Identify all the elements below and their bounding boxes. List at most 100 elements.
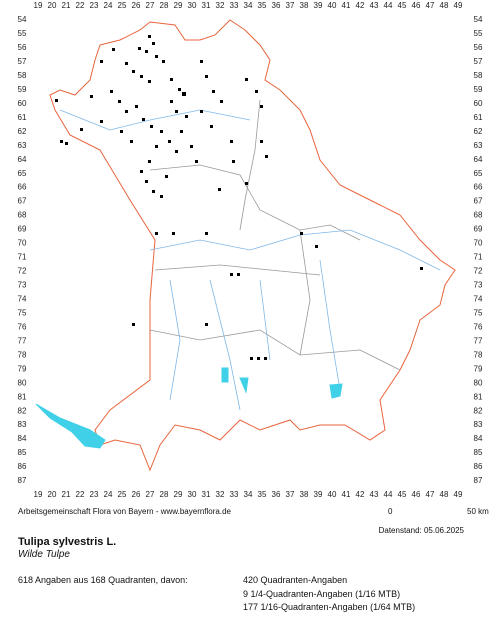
row-label: 70 bbox=[474, 239, 483, 248]
row-label: 81 bbox=[474, 392, 483, 401]
row-label: 84 bbox=[18, 434, 27, 443]
date: Datenstand: 05.06.2025 bbox=[378, 526, 464, 535]
rivers bbox=[59, 109, 441, 411]
row-label: 58 bbox=[18, 71, 27, 80]
row-label: 76 bbox=[18, 322, 27, 331]
column-label: 42 bbox=[356, 1, 365, 10]
row-label: 57 bbox=[474, 57, 483, 66]
map: 19 19 20 20 21 21 22 22 23 23 24 24 25 25 26 26 27 27 28 28… bbox=[18, 1, 483, 515]
row-label: 77 bbox=[18, 336, 27, 345]
row-label: 71 bbox=[18, 253, 27, 262]
row-label: 81 bbox=[18, 392, 27, 401]
column-label: 32 bbox=[216, 1, 225, 10]
column-label: 47 bbox=[426, 1, 435, 10]
district-borders bbox=[149, 99, 401, 371]
common-name: Wilde Tulpe bbox=[18, 549, 70, 560]
row-label: 71 bbox=[474, 253, 483, 262]
column-label: 31 bbox=[202, 1, 211, 10]
column-label: 22 bbox=[76, 490, 85, 499]
column-label: 20 bbox=[48, 1, 57, 10]
row-label: 85 bbox=[18, 448, 27, 457]
row-label: 74 bbox=[18, 295, 27, 304]
column-label: 33 bbox=[230, 1, 239, 10]
summary-line: 177 1/16-Quadranten-Angaben (1/64 MTB) bbox=[243, 602, 416, 612]
row-label: 61 bbox=[474, 113, 483, 122]
credit: Arbeitsgemeinschaft Flora von Bayern - w… bbox=[18, 507, 231, 516]
row-label: 56 bbox=[18, 43, 27, 52]
column-label: 37 bbox=[286, 490, 295, 499]
row-label: 82 bbox=[18, 406, 27, 415]
column-label: 29 bbox=[174, 490, 183, 499]
row-label: 60 bbox=[474, 99, 483, 108]
row-label: 72 bbox=[474, 267, 483, 276]
column-label: 41 bbox=[342, 1, 351, 10]
row-label: 59 bbox=[18, 85, 27, 94]
column-label: 25 bbox=[118, 1, 127, 10]
row-label: 56 bbox=[474, 43, 483, 52]
row-label: 59 bbox=[474, 85, 483, 94]
column-label: 27 bbox=[146, 1, 155, 10]
row-label: 75 bbox=[18, 308, 27, 317]
column-label: 20 bbox=[48, 490, 57, 499]
row-label: 66 bbox=[18, 183, 27, 192]
row-label: 55 bbox=[474, 29, 483, 38]
column-label: 26 bbox=[132, 490, 141, 499]
column-label: 39 bbox=[314, 1, 323, 10]
row-label: 68 bbox=[474, 211, 483, 220]
row-label: 80 bbox=[18, 378, 27, 387]
column-label: 40 bbox=[328, 490, 337, 499]
row-label: 65 bbox=[18, 169, 27, 178]
column-label: 34 bbox=[244, 1, 253, 10]
column-label: 35 bbox=[258, 490, 267, 499]
column-label: 31 bbox=[202, 490, 211, 499]
column-label: 44 bbox=[384, 1, 393, 10]
column-label: 46 bbox=[412, 490, 421, 499]
column-label: 23 bbox=[90, 1, 99, 10]
column-label: 35 bbox=[258, 1, 267, 10]
row-label: 78 bbox=[474, 350, 483, 359]
row-label: 86 bbox=[18, 462, 27, 471]
row-label: 58 bbox=[474, 71, 483, 80]
column-label: 29 bbox=[174, 1, 183, 10]
row-label: 65 bbox=[474, 169, 483, 178]
column-label: 28 bbox=[160, 490, 169, 499]
row-label: 69 bbox=[18, 225, 27, 234]
row-label: 62 bbox=[474, 127, 483, 136]
row-label: 72 bbox=[18, 267, 27, 276]
row-label: 82 bbox=[474, 406, 483, 415]
row-label: 60 bbox=[18, 99, 27, 108]
row-label: 66 bbox=[474, 183, 483, 192]
row-label: 87 bbox=[474, 476, 483, 485]
column-label: 21 bbox=[62, 1, 71, 10]
row-label: 79 bbox=[474, 364, 483, 373]
column-label: 46 bbox=[412, 1, 421, 10]
summary-line: 9 1/4-Quadranten-Angaben (1/16 MTB) bbox=[243, 589, 401, 599]
column-label: 23 bbox=[90, 490, 99, 499]
column-label: 30 bbox=[188, 490, 197, 499]
column-label: 19 bbox=[34, 490, 43, 499]
column-label: 24 bbox=[104, 490, 113, 499]
state-border bbox=[49, 19, 456, 472]
column-label: 41 bbox=[342, 490, 351, 499]
occurrence-dots bbox=[55, 35, 423, 360]
row-label: 54 bbox=[18, 15, 27, 24]
column-label: 38 bbox=[300, 1, 309, 10]
row-label: 54 bbox=[474, 15, 483, 24]
row-label: 76 bbox=[474, 322, 483, 331]
column-label: 40 bbox=[328, 1, 337, 10]
row-label: 79 bbox=[18, 364, 27, 373]
column-label: 32 bbox=[216, 490, 225, 499]
row-label: 64 bbox=[18, 155, 27, 164]
column-label: 45 bbox=[398, 490, 407, 499]
column-label: 43 bbox=[370, 1, 379, 10]
row-label: 86 bbox=[474, 462, 483, 471]
row-label: 70 bbox=[18, 239, 27, 248]
row-label: 63 bbox=[474, 141, 483, 150]
column-label: 30 bbox=[188, 1, 197, 10]
column-label: 45 bbox=[398, 1, 407, 10]
column-label: 49 bbox=[454, 1, 463, 10]
column-label: 25 bbox=[118, 490, 127, 499]
row-label: 68 bbox=[18, 211, 27, 220]
column-label: 24 bbox=[104, 1, 113, 10]
